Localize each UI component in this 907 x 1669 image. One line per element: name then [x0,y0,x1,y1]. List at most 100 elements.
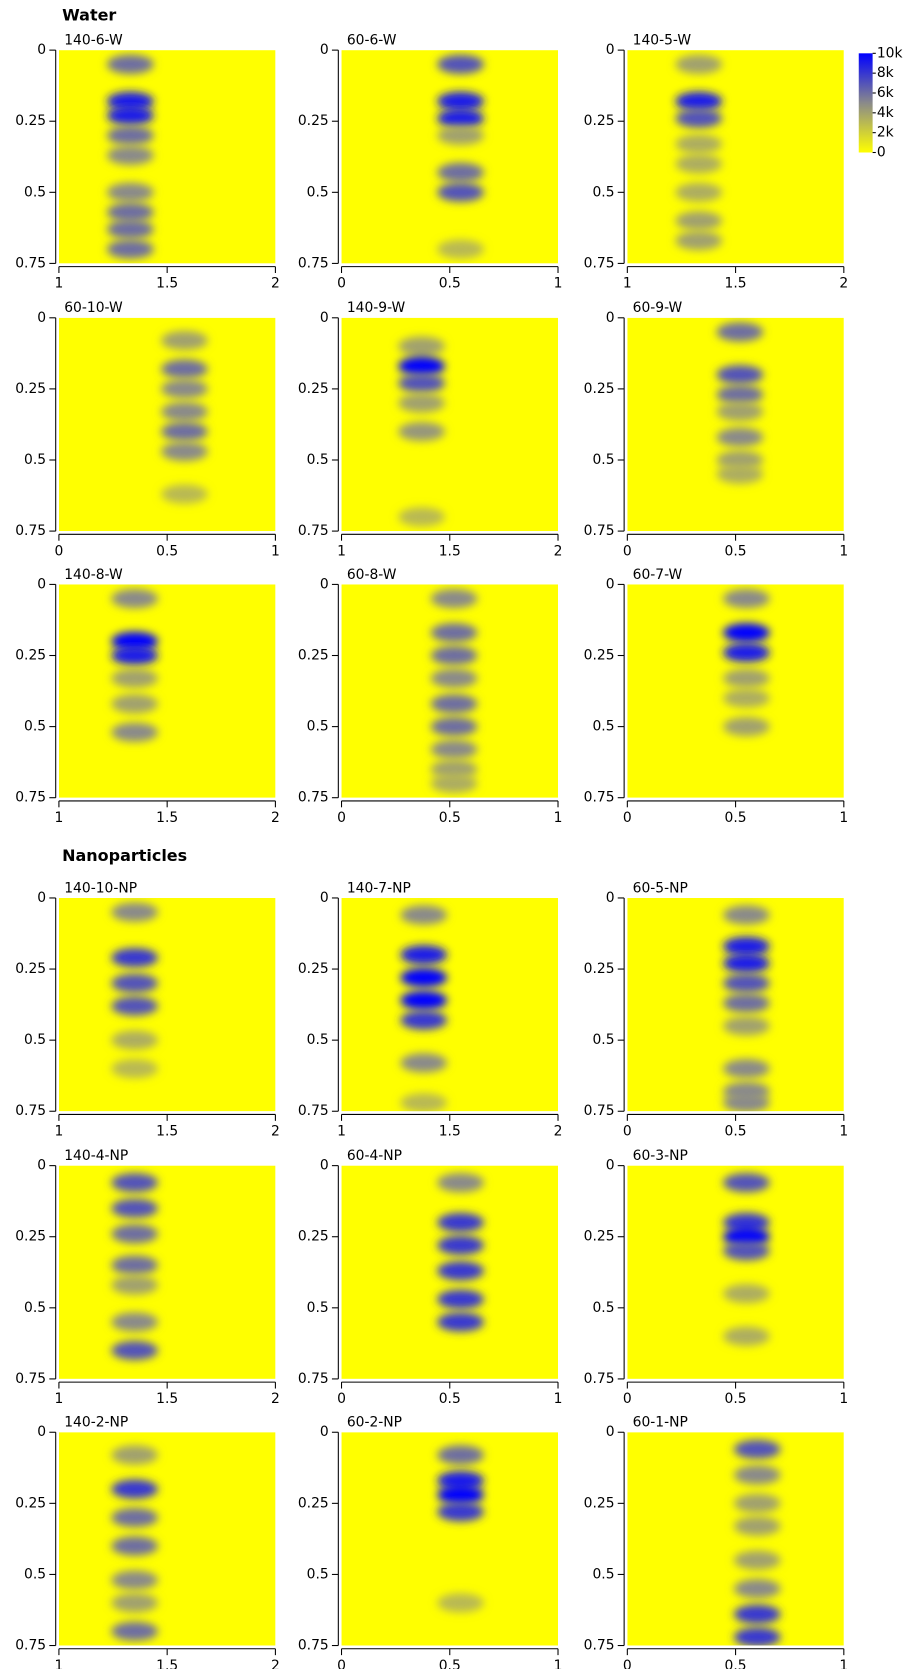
y-tick-label: 0.25 [584,1495,615,1511]
heat-band [722,905,770,925]
heat-band [111,1058,159,1079]
y-tick-label: 0 [320,310,329,326]
x-tick-label: 1.5 [439,543,461,559]
x-tick-label: 0.5 [439,1658,461,1669]
y-tick-label: 0.25 [584,648,615,664]
panel-title: 140-6-W [64,33,123,49]
y-tick-label: 0 [37,890,46,906]
y-tick-label: 0 [37,1158,46,1174]
x-tick-label: 0 [623,810,632,826]
y-tick-label: 0.75 [298,1103,329,1119]
x-tick-label: 0.5 [725,1124,747,1140]
heat-band [111,631,159,651]
heat-band [722,1326,770,1346]
heat-band [106,91,154,111]
panel-title: 60-10-W [64,300,123,316]
heat-band [722,1173,770,1193]
heatmap [341,317,559,532]
y-tick-label: 0.25 [15,1229,46,1245]
heat-band [106,182,154,202]
colorbar-label: 10k [877,45,903,61]
heatmap [627,50,844,264]
y-tick-label: 0.5 [307,1032,329,1048]
heat-band [716,450,764,470]
y-tick-label: 0.25 [15,113,46,129]
x-tick-label: 1 [554,276,563,292]
y-tick-label: 0 [37,576,46,592]
heatmap [341,897,559,1112]
panel-title: 60-6-W [347,33,397,49]
heat-band [437,1502,485,1522]
x-tick-label: 0 [623,543,632,559]
y-tick-label: 0.25 [298,1229,329,1245]
heat-band [733,1439,781,1459]
heat-band [111,1536,159,1556]
x-tick-label: 1.5 [156,810,178,826]
heatmap-background [58,584,276,798]
y-tick-label: 0.25 [298,648,329,664]
heat-band [106,202,154,222]
heatmap-background [58,50,276,264]
heat-band [675,154,723,174]
heat-band [733,1579,781,1599]
heat-band [733,1627,781,1646]
heat-band [675,91,723,111]
heat-band [400,945,448,965]
heat-band [111,1312,159,1332]
x-tick-label: 1.5 [156,276,178,292]
heat-band [722,953,770,973]
y-tick-label: 0.75 [298,1371,329,1387]
heat-band [675,134,723,154]
heat-band [437,239,485,259]
heatmap-background [627,1165,844,1379]
heat-band [398,356,446,376]
panel-title: 60-4-NP [347,1148,402,1164]
heat-band [437,125,485,146]
x-tick-label: 1 [839,1658,848,1669]
heat-band [733,1465,781,1485]
heat-band [430,623,478,643]
heat-band [437,91,485,111]
x-tick-label: 1.5 [725,276,747,292]
heat-band [716,402,764,422]
heat-band [722,1058,770,1079]
y-tick-label: 0.75 [584,1371,615,1387]
heat-band [722,1227,770,1247]
heat-band [398,393,446,413]
x-tick-label: 1 [337,543,346,559]
heatmap-background [627,50,844,264]
heat-band [675,211,723,231]
panel-title: 60-5-NP [633,880,688,896]
y-tick-label: 0.5 [24,1032,46,1048]
heat-band [111,1507,159,1528]
x-tick-label: 0 [337,1391,346,1407]
group-title: Nanoparticles [62,846,187,865]
heat-band [722,1212,770,1233]
x-tick-label: 0.5 [439,1391,461,1407]
y-tick-label: 0.5 [592,452,614,468]
heat-band [111,1340,159,1361]
heat-band [716,464,764,484]
heat-band [111,1479,159,1499]
heat-band [111,1198,159,1218]
heat-band [675,182,723,202]
x-tick-label: 1.5 [156,1658,178,1669]
heat-band [161,330,208,351]
y-tick-label: 0.75 [584,1638,615,1654]
y-tick-label: 0.5 [307,452,329,468]
heat-band [716,322,764,342]
heat-band [716,365,764,385]
heatmap [58,50,276,264]
heatmap-background [341,897,559,1112]
heatmap-background [341,317,559,532]
panel-title: 140-10-NP [64,880,137,896]
y-tick-label: 0.75 [584,1103,615,1119]
y-tick-label: 0.75 [298,523,329,539]
heat-band [722,717,770,737]
heat-band [161,379,208,399]
heat-band [437,1445,485,1465]
heat-band [111,589,159,609]
heat-band [111,668,159,688]
y-tick-label: 0.75 [584,790,615,806]
